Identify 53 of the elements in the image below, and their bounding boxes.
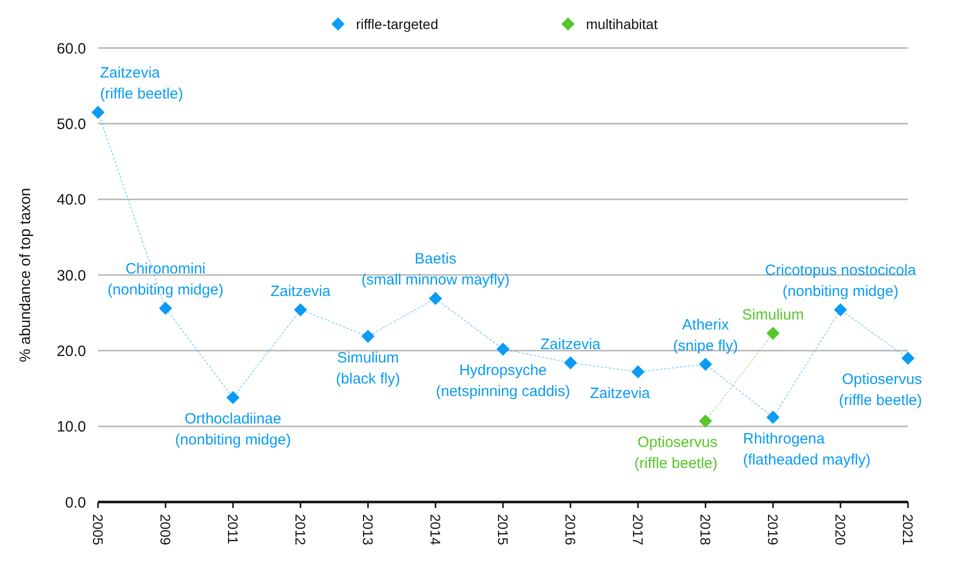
y-tick-label: 60.0 <box>56 40 86 58</box>
annotation: Rhithrogena (flatheaded mayfly) <box>743 430 871 468</box>
annotation: Atherix (snipe fly) <box>672 316 738 354</box>
y-tick-label: 50.0 <box>56 116 86 133</box>
legend-label: riffle-targeted <box>356 16 438 32</box>
annotation: Optioservus (riffle beetle) <box>838 371 922 410</box>
annotation: Chironomini (nonbiting midge) <box>108 260 224 298</box>
y-tick-label: 10.0 <box>56 418 86 436</box>
point <box>766 410 780 424</box>
annotation: Hydropsyche (netspinning caddis) <box>436 362 570 400</box>
point <box>91 106 105 119</box>
annotation: Optioservus (riffle beetle) <box>634 434 718 472</box>
legend-label: multihabitat <box>586 16 658 32</box>
point <box>698 414 712 428</box>
annotation: Baetis (small minnow mayfly) <box>361 250 510 288</box>
annotation: Zaitzevia (riffle beetle) <box>100 64 184 102</box>
point <box>294 303 308 316</box>
x-tick-label: 2016 <box>562 514 579 546</box>
x-tick-label: 2017 <box>630 514 646 546</box>
annotation: Simulium <box>742 306 804 324</box>
x-tick-label: 2005 <box>90 514 106 546</box>
y-tick-label: 30.0 <box>56 267 86 284</box>
annotation: Zaitzevia <box>270 282 332 300</box>
annotation: Zaitzevia <box>590 384 651 402</box>
x-tick-label: 2021 <box>900 514 916 546</box>
point <box>564 356 578 370</box>
y-tick-label: 20.0 <box>56 342 86 360</box>
x-tick-label: 2018 <box>698 514 714 546</box>
annotation: Simulium (black fly) <box>336 349 400 388</box>
x-tick-label: 2020 <box>832 514 849 546</box>
annotation: Zaitzevia <box>540 336 602 353</box>
x-tick-label: 2014 <box>428 514 444 546</box>
x-tick-label: 2019 <box>765 514 782 546</box>
y-tick-label: 0.0 <box>65 494 86 512</box>
point <box>631 365 645 378</box>
point <box>226 391 240 404</box>
point <box>834 303 848 316</box>
point <box>901 352 915 365</box>
point <box>698 358 712 371</box>
x-tick-label: 2015 <box>495 514 512 546</box>
point <box>428 292 442 306</box>
x-tick-label: 2012 <box>292 514 309 546</box>
point <box>361 330 375 343</box>
annotation: Orthocladiinae (nonbiting midge) <box>175 410 291 449</box>
annotation: Cricotopus nostocicola (nonbiting midge) <box>765 262 917 300</box>
x-tick-label: 2009 <box>158 514 174 546</box>
point <box>766 326 780 340</box>
y-tick-label: 40.0 <box>56 192 86 209</box>
point <box>158 302 172 315</box>
x-tick-label: 2013 <box>360 514 376 546</box>
x-tick-label: 2011 <box>225 514 242 544</box>
y-axis-title: % abundance of top taxon <box>17 188 34 362</box>
point <box>496 342 510 356</box>
